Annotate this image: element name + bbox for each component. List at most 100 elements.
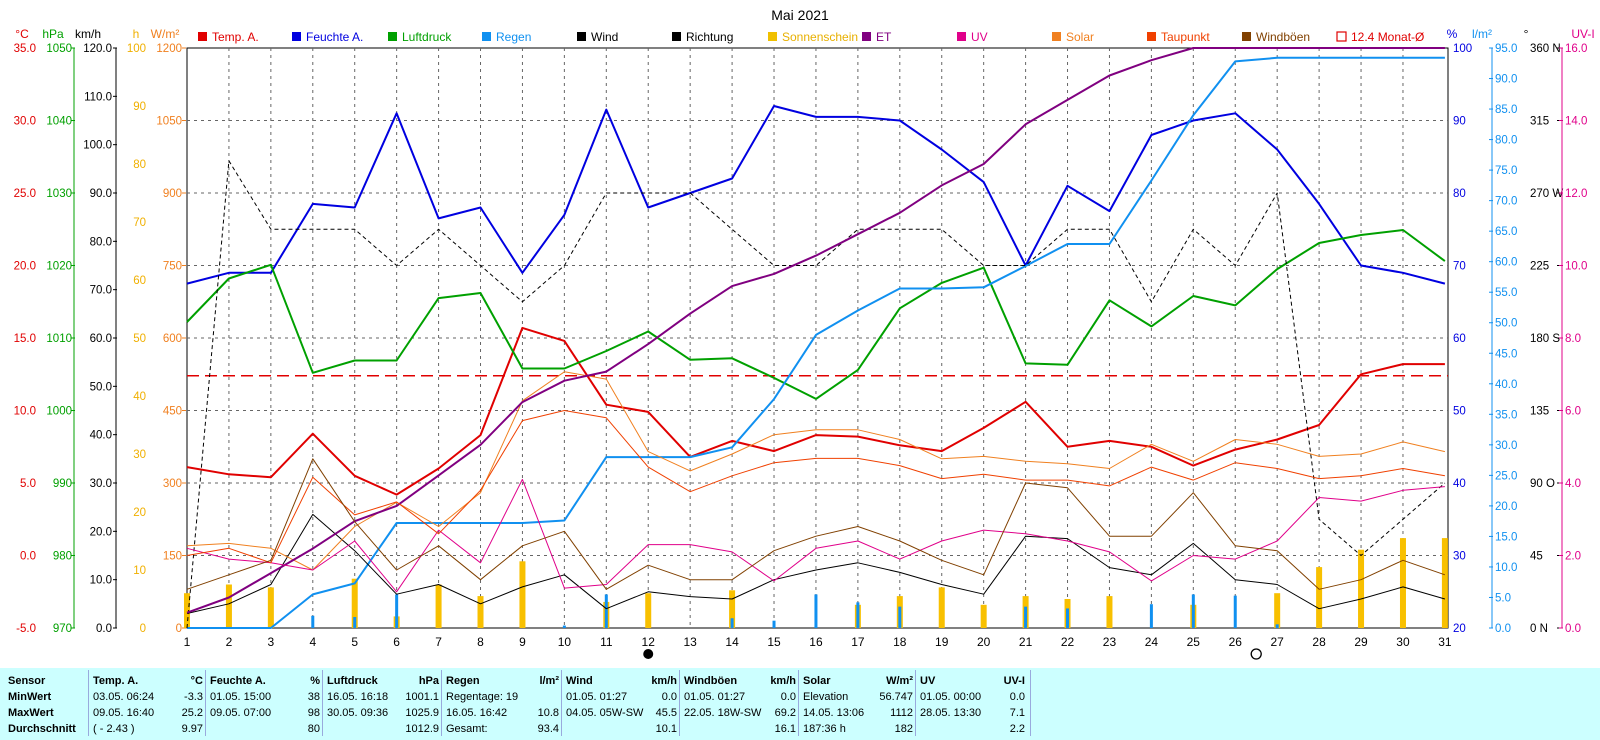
x-tick-label: 24: [1145, 635, 1159, 649]
series-line-richtung: [186, 160, 1446, 629]
y-tick-rain: 5.0: [1495, 592, 1511, 604]
legend-label: Sonnenschein: [782, 30, 858, 44]
x-tick-label: 11: [600, 635, 613, 649]
stats-cell-value: 9.97: [181, 723, 203, 735]
rain-bar: [1275, 624, 1279, 628]
stats-cell-label: 09.05. 07:00: [210, 707, 272, 719]
stats-row-label: Sensor: [8, 675, 46, 687]
stats-cell-label: 30.05. 09:36: [327, 707, 389, 719]
sunshine-bar: [1106, 596, 1113, 628]
y-tick-humidity: 80: [1453, 188, 1466, 200]
y-tick-uv: 4.0: [1565, 478, 1581, 490]
y-tick-rain: 70.0: [1495, 196, 1517, 208]
legend-label: Regen: [496, 30, 531, 44]
stats-cell-value: 0.0: [1009, 691, 1025, 703]
legend-swatch: [388, 32, 397, 41]
legend-item: Temp. A.: [198, 30, 259, 44]
y-tick-humidity: 70: [1453, 261, 1466, 273]
y-tick-temp: 10.0: [14, 406, 36, 418]
stats-row-label: MaxWert: [8, 707, 54, 719]
y-tick-direction: 90 O: [1530, 478, 1555, 490]
y-tick-rain: 45.0: [1495, 348, 1517, 360]
x-tick-label: 1: [184, 635, 191, 649]
x-tick-label: 6: [393, 635, 400, 649]
y-tick-solar: 0: [176, 623, 182, 635]
stats-cell-label: Gesamt:: [446, 723, 488, 735]
y-tick-direction: 0 N: [1530, 623, 1548, 635]
axis-unit-humidity: %: [1447, 27, 1458, 41]
daily-bars: [184, 538, 1448, 628]
stats-cell-label: 28.05. 13:30: [920, 707, 982, 719]
stats-cell-value: 0.0: [780, 691, 796, 703]
x-tick-label: 3: [268, 635, 275, 649]
sunshine-bar: [938, 587, 945, 628]
stats-cell-label: 16.05. 16:18: [327, 691, 389, 703]
sunshine-bar: [729, 590, 736, 628]
stats-cell-label: 01.05. 00:00: [920, 691, 982, 703]
y-tick-temp: 20.0: [14, 261, 36, 273]
y-tick-wind: 40.0: [90, 430, 112, 442]
y-tick-solar: 300: [163, 478, 182, 490]
series-line-luftdruck: [186, 229, 1446, 400]
y-tick-rain: 65.0: [1495, 226, 1517, 238]
stats-cell-label: 09.05. 16:40: [93, 707, 155, 719]
x-tick-label: 21: [1019, 635, 1033, 649]
y-tick-temp: 5.0: [20, 478, 36, 490]
x-tick-label: 22: [1061, 635, 1075, 649]
legend-label: Feuchte A.: [306, 30, 363, 44]
full-moon-icon: [1250, 648, 1262, 660]
x-tick-label: 8: [477, 635, 484, 649]
stats-cell-value: 7.1: [1009, 707, 1025, 719]
sunshine-bar: [267, 587, 274, 628]
stats-cell-value: 93.4: [537, 723, 559, 735]
axes: 1 2 3 4 5 6 7 8 9 10 11 12 13 14 15 16 17 18 19 20 21 22 23 24 2…: [14, 27, 1595, 649]
axis-unit-direction: °: [1524, 27, 1529, 41]
legend-label: 12.4 Monat-Ø: [1351, 30, 1424, 44]
y-tick-rain: 95.0: [1495, 43, 1517, 55]
stats-block-title: Solar: [803, 675, 831, 687]
y-tick-direction: 135: [1530, 406, 1549, 418]
stats-cell-value: -3.3: [184, 691, 203, 703]
x-tick-label: 15: [767, 635, 781, 649]
x-tick-label: 25: [1187, 635, 1201, 649]
y-tick-direction: 225: [1530, 261, 1549, 273]
legend-swatch: [1052, 32, 1061, 41]
stats-block-unit: hPa: [418, 675, 439, 687]
rain-bar: [311, 615, 315, 628]
y-tick-rain: 25.0: [1495, 470, 1517, 482]
stats-cell-label: 04.05. 05W-SW: [566, 707, 644, 719]
chart-title: Mai 2021: [771, 7, 829, 23]
y-tick-humidity: 30: [1453, 551, 1466, 563]
y-tick-pressure: 980: [53, 551, 72, 563]
sunshine-bar: [980, 604, 987, 628]
stats-cell-value: 25.2: [181, 707, 203, 719]
legend-label: Luftdruck: [402, 30, 452, 44]
y-tick-rain: 15.0: [1495, 531, 1517, 543]
legend-swatch: [862, 32, 871, 41]
y-tick-uv: 12.0: [1565, 188, 1587, 200]
y-tick-wind: 120.0: [83, 43, 112, 55]
rain-bar: [730, 618, 734, 628]
y-tick-wind: 50.0: [90, 381, 112, 393]
legend-item: Windböen: [1242, 30, 1310, 44]
y-tick-humidity: 40: [1453, 478, 1466, 490]
legend-item: Solar: [1052, 30, 1094, 44]
y-tick-uv: 14.0: [1565, 116, 1587, 128]
stats-separator: [798, 670, 799, 736]
stats-separator: [1030, 670, 1031, 736]
legend-item: UV: [957, 30, 988, 44]
legend-swatch: [1242, 32, 1251, 41]
x-tick-label: 2: [226, 635, 233, 649]
y-tick-rain: 55.0: [1495, 287, 1517, 299]
stats-block-title: Luftdruck: [327, 675, 378, 687]
legend-swatch: [1336, 31, 1347, 42]
y-tick-sunshine: 50: [133, 333, 146, 345]
y-tick-rain: 80.0: [1495, 135, 1517, 147]
stats-cell-label: 14.05. 13:06: [803, 707, 865, 719]
legend-swatch: [957, 32, 966, 41]
legend-swatch: [292, 32, 301, 41]
rain-bar: [814, 594, 818, 628]
legend-label: Solar: [1066, 30, 1094, 44]
y-tick-rain: 35.0: [1495, 409, 1517, 421]
legend-swatch: [768, 32, 777, 41]
